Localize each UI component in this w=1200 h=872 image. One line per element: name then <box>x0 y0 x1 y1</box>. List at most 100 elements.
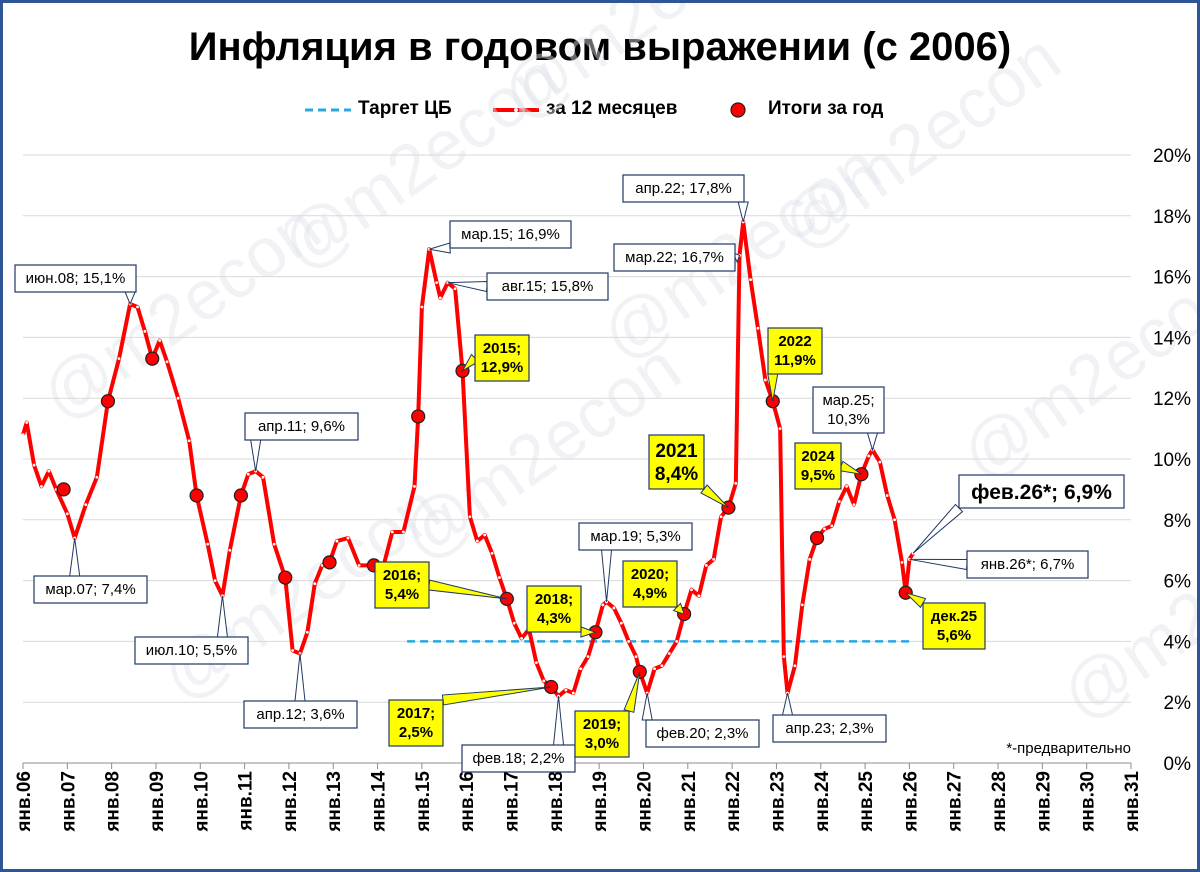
line-point <box>512 621 516 625</box>
line-point <box>261 475 265 479</box>
line-point <box>734 481 738 485</box>
line-point <box>176 396 180 400</box>
callout-text: 12,9% <box>481 359 524 376</box>
line-point <box>749 278 752 282</box>
y-tick-label: 2% <box>1164 693 1192 714</box>
x-tick-label: янв.11 <box>236 771 257 832</box>
y-tick-label: 8% <box>1164 511 1192 532</box>
callout-text: 2020; <box>631 566 669 583</box>
y-tick-label: 16% <box>1153 268 1191 289</box>
callout-pointer <box>600 549 613 602</box>
line-point <box>206 542 210 546</box>
callout-box <box>613 243 736 272</box>
line-point <box>390 530 394 534</box>
callout-box <box>622 174 745 203</box>
chart-title: Инфляция в годовом выражении (с 2006) <box>188 25 1012 69</box>
callout-text: мар.15; 16,9% <box>461 226 560 243</box>
year-result-marker <box>411 409 426 424</box>
line-point <box>246 472 250 476</box>
line-point <box>564 688 568 692</box>
legend-label-target: Таргет ЦБ <box>358 98 452 119</box>
callout-text: мар.22; 16,7% <box>625 249 724 266</box>
line-point <box>830 524 834 528</box>
line-point <box>357 564 361 567</box>
line-point <box>601 603 605 607</box>
callout-box <box>526 585 582 633</box>
y-tick-label: 14% <box>1153 328 1191 349</box>
callout-pointer <box>838 460 862 475</box>
line-point <box>158 339 162 342</box>
callout-text: фев.26*; 6,9% <box>971 481 1112 504</box>
line-point <box>25 421 29 424</box>
line-point <box>117 357 121 361</box>
annotation-callout: 2015; 12,9% <box>461 334 530 382</box>
annotation-callout: мар.25; 10,3% <box>812 386 885 452</box>
callout-text: 2019; <box>583 716 621 733</box>
year-result-marker <box>145 351 160 366</box>
callout-text: 2021 <box>655 441 698 462</box>
line-point <box>571 691 575 695</box>
callout-pointer <box>641 692 653 721</box>
line-point <box>778 427 782 430</box>
callout-text: июл.10; 5,5% <box>146 642 237 659</box>
line-point <box>579 667 583 671</box>
line-point <box>413 484 416 488</box>
line-point <box>95 475 99 479</box>
line-point <box>808 557 812 561</box>
line-point <box>878 460 882 464</box>
callout-box <box>794 442 842 490</box>
line-point <box>228 548 232 552</box>
line-point <box>136 305 139 309</box>
callout-pointer <box>69 537 81 577</box>
year-result-marker <box>322 555 337 570</box>
callout-box <box>449 220 572 249</box>
line-point <box>893 518 897 522</box>
year-result-marker <box>189 488 204 503</box>
year-result-marker <box>278 570 293 585</box>
line-point <box>852 503 856 506</box>
line-point <box>586 655 590 658</box>
callout-text: 2022 <box>778 333 811 350</box>
line-point <box>21 433 25 437</box>
callout-box <box>958 474 1125 509</box>
line-point <box>763 378 767 382</box>
callout-pointer <box>781 692 794 716</box>
series-layer <box>21 219 915 699</box>
callout-pointer <box>912 503 964 554</box>
x-tick-label: янв.20 <box>634 771 655 833</box>
callout-text: 11,9% <box>774 352 816 369</box>
line-point <box>291 649 295 652</box>
callout-text: апр.11; 9,6% <box>258 418 345 435</box>
watermark-text: @m2econ <box>767 18 1074 265</box>
annotation-callout: янв.26*; 6,7% <box>909 550 1089 579</box>
callout-text: апр.22; 17,8% <box>635 180 732 197</box>
inflation-12m-line <box>21 219 915 699</box>
line-point <box>845 484 849 488</box>
line-point <box>346 536 350 540</box>
line-point <box>475 539 479 543</box>
callout-text: фев.20; 2,3% <box>656 725 748 742</box>
callout-pointer <box>623 671 641 713</box>
callout-box <box>767 327 823 375</box>
year-result-marker <box>233 488 249 503</box>
line-point <box>305 630 309 634</box>
annotation-callout: мар.19; 5,3% <box>578 522 693 602</box>
y-tick-label: 4% <box>1164 632 1192 653</box>
circle-marker-icon <box>730 102 746 118</box>
callout-box <box>648 434 705 490</box>
line-point <box>65 512 69 516</box>
line-point <box>438 296 442 300</box>
callout-text: мар.25; <box>822 392 874 409</box>
annotation-callout: фев.18; 2,2% <box>461 696 576 773</box>
year-result-marker <box>56 482 71 497</box>
line-with-dots-icon <box>493 108 539 112</box>
callout-text: 2024 <box>801 448 835 465</box>
callout-box <box>474 334 530 382</box>
callout-box <box>772 714 887 743</box>
callout-pointer <box>250 439 262 472</box>
callout-box <box>645 719 760 748</box>
x-tick-label: янв.08 <box>103 771 124 833</box>
callout-box <box>486 272 609 301</box>
callout-text: 5,4% <box>385 586 419 603</box>
callout-text: мар.07; 7,4% <box>45 581 135 598</box>
